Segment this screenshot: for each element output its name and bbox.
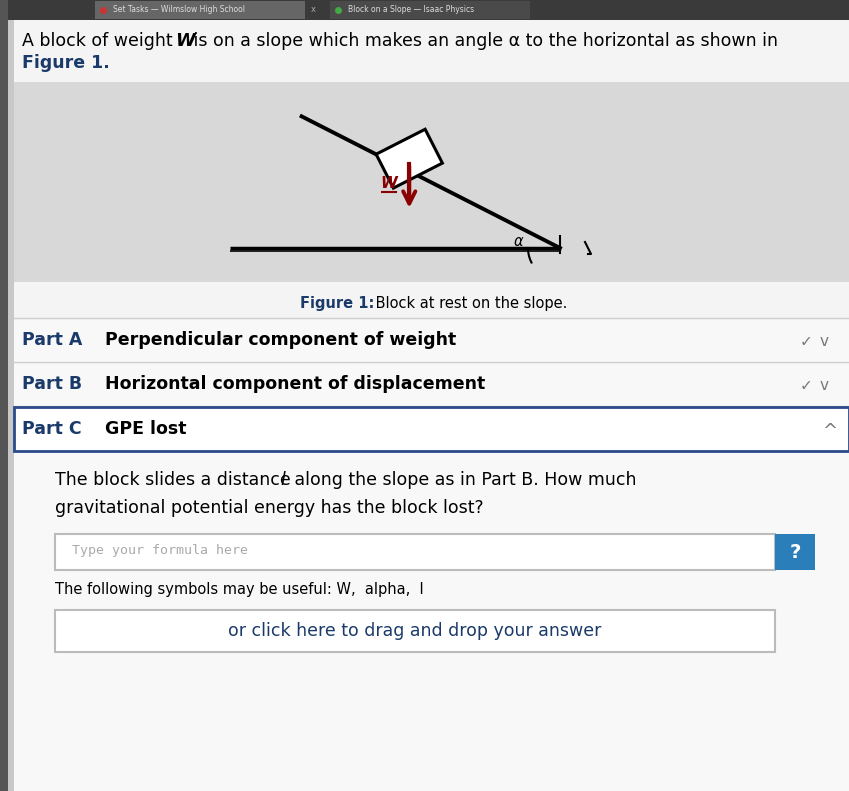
Text: GPE lost: GPE lost (105, 420, 187, 438)
Text: x: x (311, 6, 316, 14)
Text: Part B: Part B (22, 375, 82, 393)
Text: Figure 1:: Figure 1: (300, 296, 374, 311)
Text: v: v (820, 378, 829, 393)
Text: or click here to drag and drop your answer: or click here to drag and drop your answ… (228, 622, 602, 640)
Polygon shape (376, 129, 442, 188)
Bar (95, 1, 305, 19)
Text: Horizontal component of displacement: Horizontal component of displacement (105, 375, 486, 393)
Text: ✓: ✓ (800, 334, 812, 349)
Bar (14, 407, 849, 451)
Text: ✓: ✓ (800, 378, 812, 393)
Text: Set Tasks — Wilmslow High School: Set Tasks — Wilmslow High School (113, 6, 245, 14)
Text: is on a slope which makes an angle α to the horizontal as shown in: is on a slope which makes an angle α to … (188, 32, 778, 50)
Bar (330, 1, 530, 19)
Text: Block at rest on the slope.: Block at rest on the slope. (371, 296, 567, 311)
Text: l: l (280, 471, 285, 489)
Text: along the slope as in Part B. How much: along the slope as in Part B. How much (289, 471, 637, 489)
Text: W: W (381, 176, 397, 191)
Bar (14, 82, 849, 282)
Text: Part A: Part A (22, 331, 82, 349)
Bar (55, 534, 775, 570)
Bar (0, 0, 8, 791)
Text: A block of weight: A block of weight (22, 32, 178, 50)
Text: v: v (820, 334, 829, 349)
Text: ^: ^ (822, 422, 837, 440)
Bar (55, 610, 775, 652)
Text: gravitational potential energy has the block lost?: gravitational potential energy has the b… (55, 499, 484, 517)
Bar (775, 534, 815, 570)
Text: ?: ? (790, 543, 801, 562)
Text: Block on a Slope — Isaac Physics: Block on a Slope — Isaac Physics (348, 6, 474, 14)
Bar (8, 0, 849, 20)
Text: α: α (513, 234, 523, 249)
Text: The following symbols may be useful: W,  alpha,  l: The following symbols may be useful: W, … (55, 582, 424, 597)
Text: Part C: Part C (22, 420, 82, 438)
Text: The block slides a distance: The block slides a distance (55, 471, 296, 489)
Bar (14, 320, 849, 362)
Text: Type your formula here: Type your formula here (72, 544, 248, 557)
Text: Figure 1.: Figure 1. (22, 54, 110, 72)
Text: Perpendicular component of weight: Perpendicular component of weight (105, 331, 456, 349)
Text: W: W (175, 32, 195, 50)
Bar (14, 364, 849, 406)
Bar (14, 453, 849, 791)
